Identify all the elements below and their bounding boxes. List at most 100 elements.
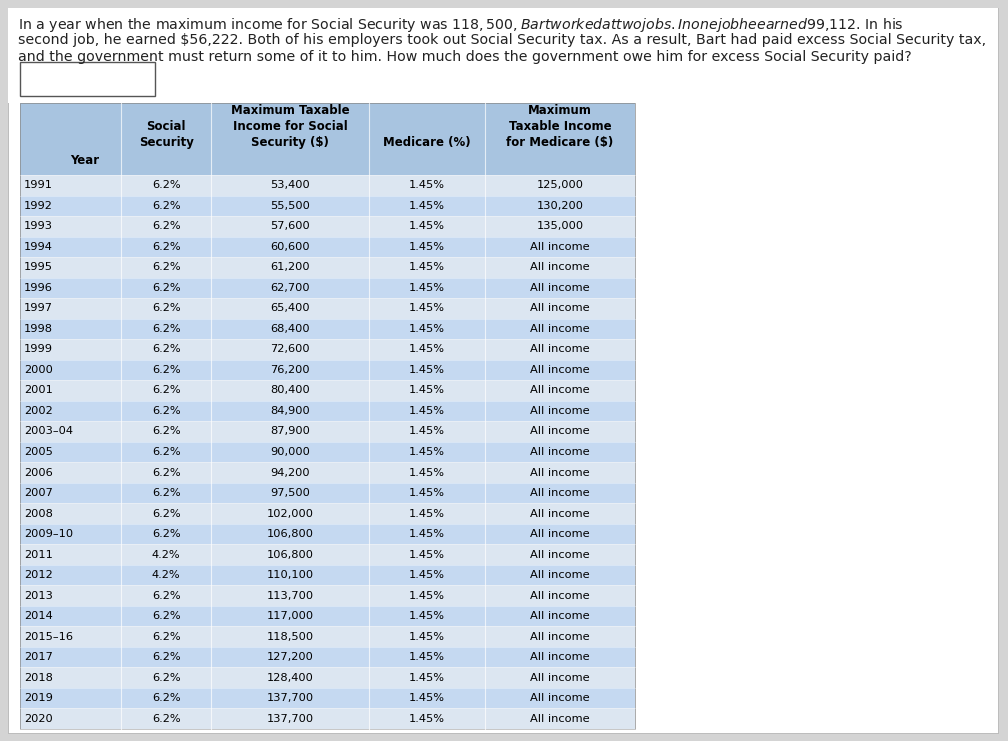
Text: 2014: 2014	[24, 611, 52, 621]
Text: All income: All income	[530, 303, 590, 313]
Bar	[20, 606, 635, 626]
Text: Security: Security	[139, 136, 194, 149]
Text: 1.45%: 1.45%	[409, 529, 445, 539]
Text: 1.45%: 1.45%	[409, 631, 445, 642]
Text: All income: All income	[530, 447, 590, 457]
Text: 6.2%: 6.2%	[152, 201, 180, 210]
Text: All income: All income	[530, 714, 590, 724]
Bar	[20, 103, 635, 175]
Bar	[20, 442, 635, 462]
Bar	[20, 585, 635, 606]
Text: 76,200: 76,200	[270, 365, 309, 375]
Text: All income: All income	[530, 529, 590, 539]
Text: 1.45%: 1.45%	[409, 222, 445, 231]
Text: 6.2%: 6.2%	[152, 714, 180, 724]
Text: 6.2%: 6.2%	[152, 591, 180, 601]
Text: 1.45%: 1.45%	[409, 201, 445, 210]
Text: All income: All income	[530, 242, 590, 252]
Text: 1.45%: 1.45%	[409, 694, 445, 703]
Bar	[20, 103, 635, 729]
Bar	[20, 339, 635, 359]
Bar	[20, 298, 635, 319]
Text: 4.2%: 4.2%	[152, 550, 180, 559]
Text: 84,900: 84,900	[270, 406, 309, 416]
Text: 1.45%: 1.45%	[409, 570, 445, 580]
Text: Medicare (%): Medicare (%)	[383, 136, 471, 149]
Text: 1.45%: 1.45%	[409, 611, 445, 621]
Text: All income: All income	[530, 550, 590, 559]
Text: 1.45%: 1.45%	[409, 283, 445, 293]
Text: All income: All income	[530, 365, 590, 375]
Text: 1991: 1991	[24, 180, 53, 190]
Bar	[20, 545, 635, 565]
Text: 2000: 2000	[24, 365, 52, 375]
Text: All income: All income	[530, 652, 590, 662]
Text: 1995: 1995	[24, 262, 53, 273]
Text: 4.2%: 4.2%	[152, 570, 180, 580]
Text: 127,200: 127,200	[266, 652, 313, 662]
Bar	[20, 503, 635, 524]
Text: 97,500: 97,500	[270, 488, 309, 498]
Text: 1.45%: 1.45%	[409, 488, 445, 498]
Text: All income: All income	[530, 283, 590, 293]
Text: 106,800: 106,800	[266, 550, 313, 559]
Text: 102,000: 102,000	[266, 508, 313, 519]
Text: 6.2%: 6.2%	[152, 262, 180, 273]
Text: 1.45%: 1.45%	[409, 468, 445, 477]
Text: 2002: 2002	[24, 406, 52, 416]
Text: 2003–04: 2003–04	[24, 427, 73, 436]
Bar	[20, 421, 635, 442]
Text: 6.2%: 6.2%	[152, 427, 180, 436]
Text: All income: All income	[530, 591, 590, 601]
Bar	[20, 216, 635, 236]
Text: 117,000: 117,000	[266, 611, 313, 621]
Text: 1.45%: 1.45%	[409, 406, 445, 416]
Text: 94,200: 94,200	[270, 468, 309, 477]
Bar	[20, 175, 635, 196]
Text: 2012: 2012	[24, 570, 52, 580]
Text: All income: All income	[530, 345, 590, 354]
Text: Social: Social	[146, 120, 186, 133]
Text: 1.45%: 1.45%	[409, 508, 445, 519]
Text: 6.2%: 6.2%	[152, 303, 180, 313]
Text: 65,400: 65,400	[270, 303, 309, 313]
Text: 2008: 2008	[24, 508, 52, 519]
Text: All income: All income	[530, 385, 590, 396]
Text: second job, he earned $56,222. Both of his employers took out Social Security ta: second job, he earned $56,222. Both of h…	[18, 33, 986, 47]
Text: 6.2%: 6.2%	[152, 283, 180, 293]
Text: 6.2%: 6.2%	[152, 365, 180, 375]
Text: 6.2%: 6.2%	[152, 611, 180, 621]
Bar	[20, 380, 635, 401]
Bar	[20, 626, 635, 647]
Text: 2005: 2005	[24, 447, 52, 457]
Text: for Medicare ($): for Medicare ($)	[506, 136, 614, 149]
Text: All income: All income	[530, 508, 590, 519]
Text: All income: All income	[530, 694, 590, 703]
Text: 110,100: 110,100	[266, 570, 313, 580]
Bar	[20, 524, 635, 545]
Text: 113,700: 113,700	[266, 591, 313, 601]
Text: All income: All income	[530, 570, 590, 580]
Text: 1.45%: 1.45%	[409, 303, 445, 313]
Text: Year: Year	[71, 154, 100, 167]
Text: 2006: 2006	[24, 468, 52, 477]
Text: 2018: 2018	[24, 673, 52, 682]
Text: 1.45%: 1.45%	[409, 447, 445, 457]
Text: 1994: 1994	[24, 242, 52, 252]
Text: 1.45%: 1.45%	[409, 365, 445, 375]
Text: 2009–10: 2009–10	[24, 529, 74, 539]
Bar	[20, 62, 155, 96]
Text: Security ($): Security ($)	[251, 136, 329, 149]
Text: 1.45%: 1.45%	[409, 180, 445, 190]
Bar	[20, 462, 635, 483]
Text: All income: All income	[530, 488, 590, 498]
Bar	[20, 359, 635, 380]
Text: 1.45%: 1.45%	[409, 673, 445, 682]
Text: 1.45%: 1.45%	[409, 427, 445, 436]
Text: 1.45%: 1.45%	[409, 262, 445, 273]
Text: 2020: 2020	[24, 714, 52, 724]
Text: 87,900: 87,900	[270, 427, 309, 436]
Text: 125,000: 125,000	[536, 180, 584, 190]
Bar	[20, 668, 635, 688]
Text: 1.45%: 1.45%	[409, 385, 445, 396]
